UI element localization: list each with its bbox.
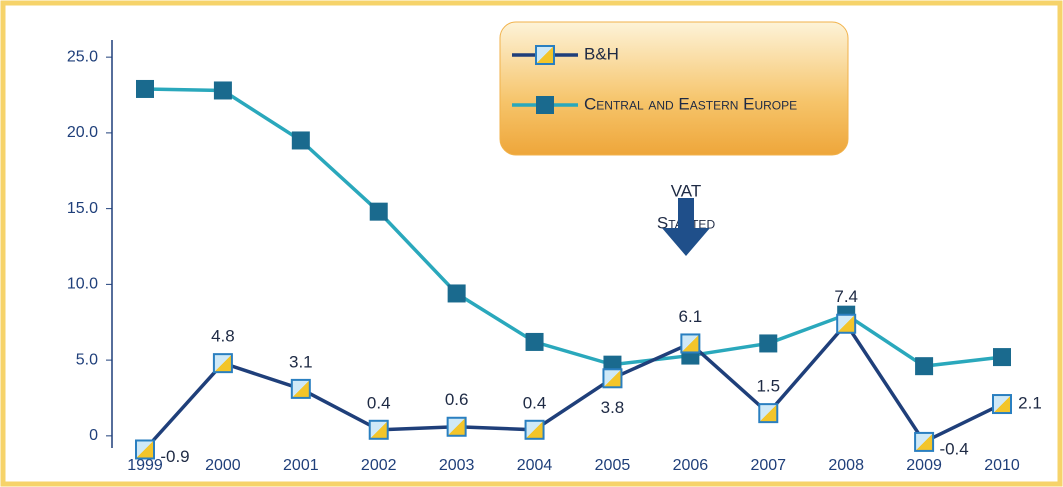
data-label: 7.4 [834, 287, 858, 306]
marker [212, 353, 233, 374]
y-tick-label: 0 [89, 427, 98, 444]
marker [915, 357, 934, 376]
x-tick-label: 2002 [361, 457, 397, 474]
marker [136, 79, 154, 98]
marker [525, 332, 544, 351]
data-label: 6.1 [679, 307, 703, 326]
marker [368, 419, 389, 440]
legend-marker [535, 45, 555, 65]
marker [836, 313, 857, 334]
marker [290, 378, 311, 399]
y-tick-label: 5.0 [76, 351, 98, 368]
data-label: 2.1 [1018, 394, 1042, 413]
marker [680, 333, 701, 354]
arrow [662, 198, 710, 256]
marker [291, 131, 310, 150]
data-label: 1.5 [756, 377, 780, 396]
data-label: 0.4 [367, 393, 391, 412]
y-tick-label: 10.0 [67, 276, 98, 293]
x-tick-label: 2008 [828, 457, 864, 474]
x-tick-label: 2005 [595, 457, 631, 474]
y-tick-label: 25.0 [67, 48, 98, 65]
legend-label: B&H [584, 44, 619, 63]
marker [758, 403, 779, 424]
marker [914, 431, 935, 452]
marker [993, 348, 1011, 367]
marker [369, 202, 388, 221]
x-tick-label: 1999 [127, 457, 163, 474]
marker [447, 284, 466, 303]
x-tick-label: 2003 [439, 457, 475, 474]
x-tick-label: 2010 [984, 457, 1020, 474]
data-label: 4.8 [211, 327, 235, 346]
data-label: 3.1 [289, 352, 313, 371]
marker [135, 439, 155, 460]
marker [213, 81, 232, 100]
data-label: 0.4 [523, 393, 547, 412]
data-label: 0.6 [445, 390, 469, 409]
x-tick-label: 2009 [906, 457, 942, 474]
marker [446, 416, 467, 437]
marker [992, 394, 1012, 415]
marker [602, 368, 623, 389]
legend-box [499, 21, 849, 156]
x-tick-label: 2004 [517, 457, 553, 474]
y-tick-label: 15.0 [67, 200, 98, 217]
marker [759, 334, 778, 353]
x-tick-label: 2007 [750, 457, 786, 474]
x-tick-label: 2001 [283, 457, 319, 474]
series-line [143, 320, 1003, 451]
legend-marker [536, 96, 554, 114]
x-tick-label: 2000 [205, 457, 241, 474]
series-line [144, 87, 1003, 368]
annotation: VAT [671, 181, 702, 200]
y-tick-label: 20.0 [67, 124, 98, 141]
legend-label: Central and Eastern Europe [584, 94, 797, 113]
data-label: -0.4 [939, 439, 968, 458]
data-label: -0.9 [160, 447, 189, 466]
x-tick-label: 2006 [673, 457, 709, 474]
marker [524, 419, 545, 440]
data-label: 3.8 [601, 398, 625, 417]
